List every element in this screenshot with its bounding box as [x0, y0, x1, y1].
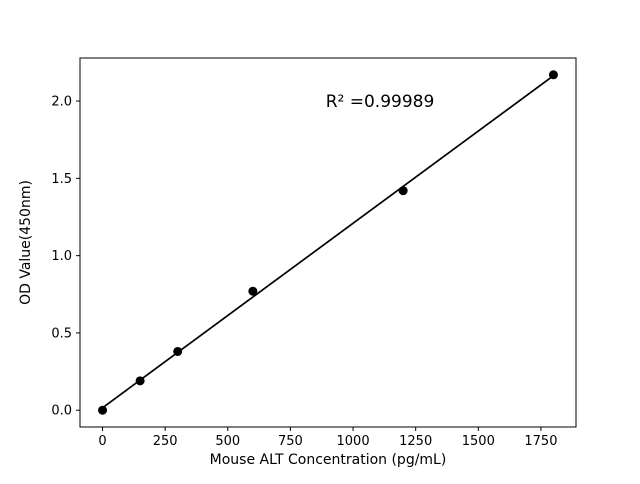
y-tick-label: 2.0 [51, 95, 72, 110]
y-tick-label: 0.0 [51, 404, 72, 419]
x-tick-label: 1250 [399, 434, 432, 449]
y-axis-label: OD Value(450nm) [18, 180, 34, 305]
data-point [398, 186, 408, 196]
x-tick-label: 750 [278, 434, 303, 449]
y-tick-label: 1.5 [51, 172, 72, 187]
axes-spines [79, 57, 577, 428]
data-point [173, 346, 183, 356]
x-axis: 0 250 500 750 1000 1250 1500 1750 [98, 427, 557, 449]
x-tick-label: 1750 [524, 434, 557, 449]
y-tick-label: 0.5 [51, 326, 72, 341]
x-tick-label: 250 [153, 434, 178, 449]
data-point [548, 70, 558, 80]
data-point [98, 405, 108, 415]
y-axis: 0.0 0.5 1.0 1.5 2.0 [51, 95, 80, 419]
data-point [135, 376, 145, 386]
x-axis-label: Mouse ALT Concentration (pg/mL) [210, 452, 447, 468]
x-tick-label: 0 [98, 434, 106, 449]
y-tick-label: 1.0 [51, 249, 72, 264]
x-tick-label: 1500 [462, 434, 495, 449]
x-tick-label: 1000 [337, 434, 370, 449]
data-points [98, 70, 558, 415]
x-tick-label: 500 [215, 434, 240, 449]
data-point [248, 286, 258, 296]
r-squared-annotation: R² =0.99989 [326, 92, 435, 112]
